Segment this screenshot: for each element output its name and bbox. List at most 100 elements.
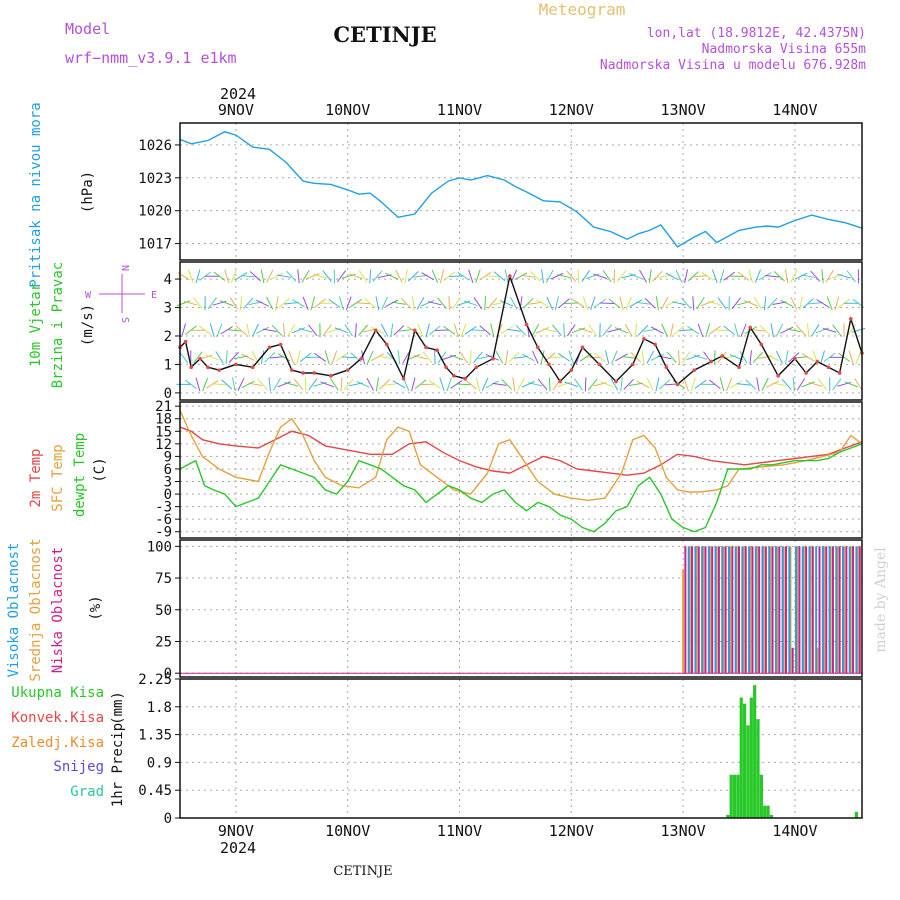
- wind-point: [597, 362, 602, 367]
- chart-panels: 101710201023102601234-9-6-30369121518210…: [6, 101, 866, 840]
- wind-arrow: [379, 379, 390, 390]
- wind-arrow: [532, 350, 539, 364]
- precip-unit: (mm): [110, 691, 126, 725]
- bar-low_cloud: [758, 546, 761, 674]
- wind-arrow: [241, 275, 256, 278]
- wind-point: [412, 328, 417, 333]
- wind-point: [631, 362, 635, 367]
- wind-arrow: [349, 299, 363, 308]
- wind-arrow: [449, 354, 464, 361]
- wind-arrow: [187, 269, 194, 283]
- bar-low_cloud: [684, 546, 687, 674]
- bar-low_cloud: [825, 546, 828, 674]
- wind-arrow: [665, 272, 679, 280]
- wind-arrow: [810, 270, 821, 282]
- wind-arrow: [837, 273, 851, 279]
- bar-precip_total: [763, 805, 767, 818]
- wind-arrow: [772, 382, 787, 387]
- wind-arrow: [330, 378, 339, 391]
- bar-low_cloud: [724, 546, 727, 674]
- wind-arrow: [616, 270, 627, 282]
- wind-point: [359, 356, 363, 361]
- wind-arrow: [460, 323, 467, 338]
- wind-arrow: [763, 296, 767, 311]
- dewpt-ylabel: dewpt Temp: [72, 433, 88, 517]
- x-tick-label-top: 14NOV: [772, 101, 817, 119]
- series-line-sfctemp: [179, 410, 863, 502]
- elevation-text: Nadmorska Visina 655m: [702, 42, 867, 57]
- series-line-temp2m: [179, 426, 863, 476]
- wind-arrow: [566, 324, 576, 337]
- wind-point: [569, 368, 574, 372]
- wind-point: [508, 274, 512, 279]
- bar-high_cloud: [848, 546, 851, 674]
- wind-arrow: [740, 323, 747, 337]
- wind-arrow: [558, 298, 570, 309]
- wind-arrow: [749, 350, 752, 365]
- wind-arrow: [515, 324, 527, 336]
- wind-arrow: [657, 355, 672, 360]
- wind-arrow: [457, 271, 470, 281]
- wind-arrow: [414, 379, 427, 390]
- wind-arrow: [277, 353, 291, 362]
- wind-arrow: [694, 379, 707, 389]
- bar-precip_total: [743, 703, 747, 818]
- temp2m-ylabel: 2m Temp: [28, 448, 44, 507]
- wind-arrow: [557, 274, 572, 279]
- bar-low_cloud: [751, 546, 754, 674]
- wind-arrow: [588, 324, 598, 337]
- wind-arrow: [299, 352, 312, 363]
- bar-high_cloud: [694, 546, 697, 674]
- wind-arrow: [723, 271, 736, 281]
- wind-arrow: [337, 270, 347, 283]
- wind-arrow: [275, 296, 279, 311]
- bar-low_cloud: [791, 647, 794, 674]
- wind-arrow: [522, 297, 534, 309]
- x-tick-label-bottom: 13NOV: [661, 822, 706, 840]
- low-cloud-ylabel: Niska Oblacnost: [50, 547, 66, 673]
- wind-arrow: [587, 378, 598, 391]
- wind-arrow: [521, 274, 536, 278]
- wind-arrow: [400, 297, 412, 309]
- wind-arrow: [744, 326, 757, 335]
- wind-arrow: [711, 269, 718, 283]
- wind-arrow: [739, 351, 748, 364]
- wind-arrow: [278, 298, 290, 309]
- bar-high_cloud: [835, 546, 838, 674]
- wind-arrow: [619, 296, 624, 311]
- wind-arrow: [566, 270, 577, 282]
- wind-point: [776, 374, 780, 378]
- wind-arrow: [417, 323, 424, 337]
- wind-arrow: [773, 271, 785, 282]
- wind-arrow: [266, 269, 274, 283]
- wind-arrow: [381, 296, 389, 310]
- wind-arrow: [505, 350, 509, 365]
- wind-arrow: [521, 353, 535, 362]
- wind-arrow: [692, 296, 695, 311]
- y-tick-label: 0: [164, 666, 172, 682]
- bar-low_cloud: [771, 546, 774, 674]
- panel-frame: [179, 261, 863, 401]
- wind-arrow: [395, 269, 403, 283]
- wind-arrow: [639, 269, 647, 283]
- wind-arrow: [830, 273, 844, 280]
- series-line-pressure: [179, 131, 863, 248]
- wind-arrow: [508, 352, 520, 363]
- wind-point: [653, 342, 657, 347]
- wind-arrow: [501, 379, 512, 390]
- wind-arrow: [781, 378, 792, 390]
- wind-point: [664, 365, 669, 370]
- wind-arrow: [260, 350, 265, 365]
- y-tick-label: 3: [164, 301, 172, 317]
- bar-high_cloud: [687, 546, 690, 674]
- wind-arrow: [531, 323, 540, 337]
- wind-arrow: [621, 355, 636, 359]
- wind-arrow: [392, 380, 406, 389]
- bar-high_cloud: [754, 546, 757, 674]
- wind-arrow: [235, 325, 247, 336]
- wind-arrow: [193, 297, 203, 310]
- wind-arrow: [479, 325, 491, 336]
- wind-arrow: [451, 297, 461, 310]
- wind-arrow: [344, 324, 353, 337]
- y-tick-label: 1.8: [147, 700, 172, 716]
